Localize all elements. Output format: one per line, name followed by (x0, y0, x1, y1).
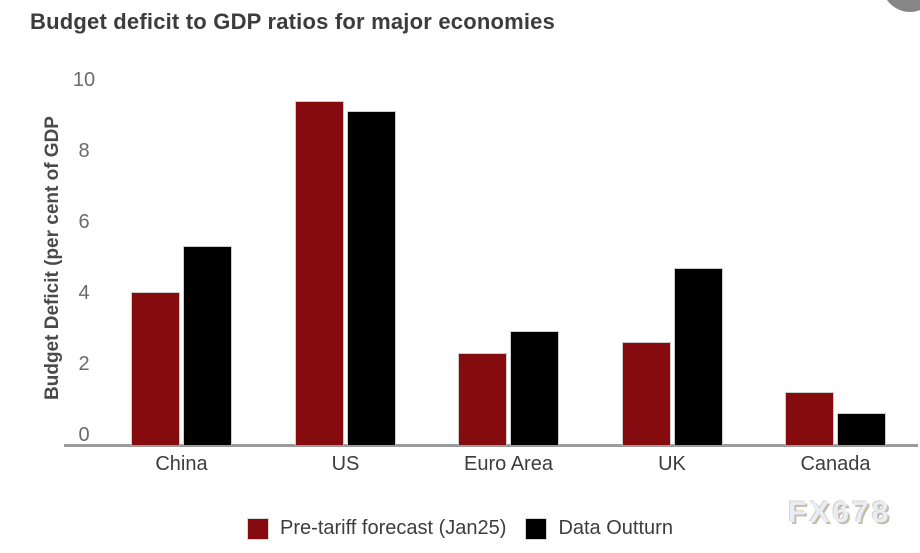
bar-forecast-canada (785, 391, 834, 445)
x-axis-line (64, 444, 918, 447)
page-title: Budget deficit to GDP ratios for major e… (30, 9, 556, 34)
bar-forecast-china (131, 292, 180, 445)
bar-forecast-euro-area (458, 352, 507, 445)
watermark: FX678 (788, 496, 892, 529)
bar-forecast-us (295, 100, 344, 445)
bar-forecast-uk (621, 342, 671, 445)
legend-label: Data Outturn (558, 517, 673, 539)
x-axis-category-label: China (155, 453, 208, 475)
bar-outturn-canada (837, 413, 886, 445)
bar-outturn-china (183, 246, 232, 445)
x-axis-category-label: UK (658, 453, 686, 475)
y-axis-tick-label: 2 (78, 353, 90, 375)
x-axis-category-label: US (331, 453, 360, 475)
legend-swatch (525, 517, 548, 540)
y-axis-tick-label: 8 (78, 140, 90, 162)
y-axis-tick-label: 4 (78, 282, 90, 304)
legend-item-forecast: Pre-tariff forecast (Jan25) (247, 517, 506, 540)
bar-outturn-euro-area (510, 331, 559, 445)
y-axis-tick-label: 0 (78, 424, 90, 446)
x-axis-category-label: Canada (800, 453, 871, 475)
legend-label: Pre-tariff forecast (Jan25) (280, 517, 507, 539)
y-axis-tick-label: 6 (78, 211, 90, 233)
bar-outturn-us (347, 111, 396, 445)
y-axis-tick-label: 10 (72, 69, 96, 91)
x-axis-category-label: Euro Area (464, 453, 553, 475)
legend-swatch (247, 517, 270, 540)
legend: Pre-tariff forecast (Jan25) Data Outturn (0, 517, 920, 540)
legend-item-outturn: Data Outturn (525, 517, 673, 540)
bar-outturn-uk (673, 267, 723, 445)
